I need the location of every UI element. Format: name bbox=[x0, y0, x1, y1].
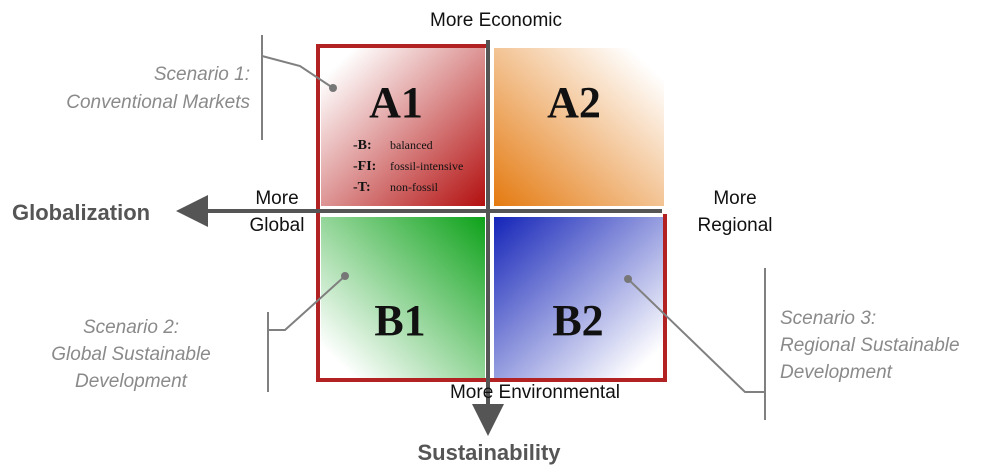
item-text: non-fossil bbox=[390, 180, 439, 194]
dot bbox=[329, 84, 337, 92]
item-code: -FI: bbox=[353, 159, 376, 174]
axis-left: More bbox=[255, 188, 298, 209]
axis-title: Globalization bbox=[12, 200, 150, 225]
item-text: fossil-intensive bbox=[390, 159, 463, 173]
quadrant-label: B2 bbox=[552, 296, 603, 345]
scenario-text: Global Sustainable bbox=[51, 344, 211, 365]
item-code: -T: bbox=[353, 180, 371, 195]
callout bbox=[261, 35, 334, 140]
callout bbox=[627, 268, 766, 420]
axis-title: Sustainability bbox=[417, 440, 561, 465]
quadrant-a2 bbox=[494, 48, 664, 206]
frame bbox=[316, 44, 667, 382]
axis-right: Regional bbox=[698, 215, 773, 236]
quadrant-b1 bbox=[321, 217, 485, 378]
dot bbox=[341, 272, 349, 280]
axis-bottom: More Environmental bbox=[450, 382, 620, 403]
scenario-text: Conventional Markets bbox=[66, 92, 250, 113]
callout bbox=[267, 275, 346, 392]
axis-right: More bbox=[713, 188, 756, 209]
quadrant-b2 bbox=[494, 217, 664, 378]
item-code: -B: bbox=[353, 138, 372, 153]
scenario-text: Development bbox=[75, 371, 188, 392]
scenario-text: Development bbox=[780, 362, 893, 383]
quadrant-label: A1 bbox=[369, 78, 423, 127]
item-text: balanced bbox=[390, 138, 433, 152]
scenario-text: Scenario 1: bbox=[154, 64, 250, 85]
dot bbox=[624, 275, 632, 283]
axis-left: Global bbox=[250, 215, 305, 236]
scenario-text: Scenario 2: bbox=[83, 317, 179, 338]
quadrant-label: B1 bbox=[374, 296, 425, 345]
quadrant-label: A2 bbox=[547, 78, 601, 127]
scenario-text: Regional Sustainable bbox=[780, 335, 960, 356]
quadrant-a1 bbox=[321, 48, 485, 206]
scenario-text: Scenario 3: bbox=[780, 308, 876, 329]
axis-top: More Economic bbox=[430, 10, 562, 31]
